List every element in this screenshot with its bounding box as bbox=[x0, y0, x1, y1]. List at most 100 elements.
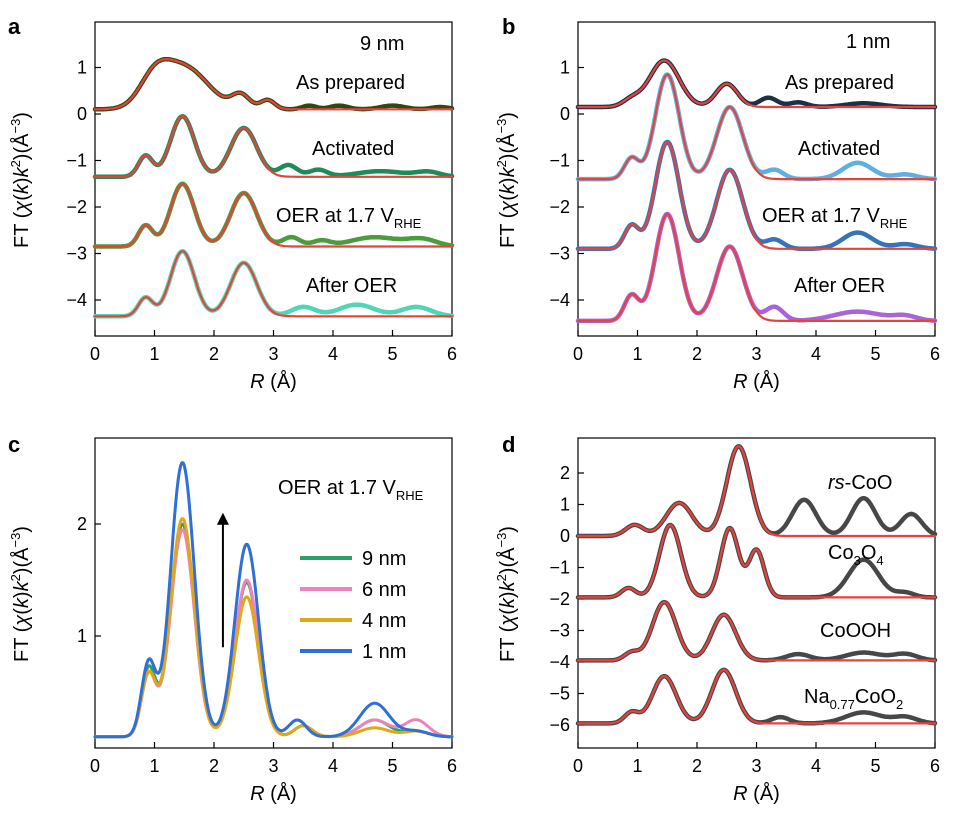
panel-d-label-co3o4: Co3O4 bbox=[828, 542, 884, 568]
panel-a-fit-3 bbox=[93, 250, 454, 318]
panel-d-fit-2 bbox=[576, 601, 937, 662]
x-tick-label: 6 bbox=[447, 344, 457, 364]
y-axis-title: FT (χ(k)k2)(Å−3) bbox=[494, 112, 519, 248]
panel-d-fit-3 bbox=[576, 668, 937, 725]
y-tick-label: −3 bbox=[549, 621, 570, 641]
y-tick-label: 2 bbox=[560, 463, 570, 483]
x-tick-label: 1 bbox=[149, 344, 159, 364]
y-tick-label: 1 bbox=[560, 58, 570, 78]
x-tick-label: 0 bbox=[573, 756, 583, 776]
y-tick-label: 1 bbox=[560, 495, 570, 515]
x-tick-label: 6 bbox=[930, 756, 940, 776]
legend-label: 9 nm bbox=[362, 548, 406, 570]
panel-b-fit-3 bbox=[576, 212, 937, 322]
x-tick-label: 2 bbox=[692, 756, 702, 776]
x-tick-label: 3 bbox=[751, 344, 761, 364]
y-tick-label: −1 bbox=[549, 151, 570, 171]
panel-a-label-oer-main: OER at 1.7 V bbox=[276, 205, 394, 227]
panel-b-title: 1 nm bbox=[846, 31, 890, 53]
x-tick-label: 3 bbox=[751, 756, 761, 776]
y-tick-label: −4 bbox=[66, 290, 87, 310]
y-axis-title: FT (χ(k)k2)(Å−3) bbox=[8, 112, 33, 248]
x-tick-label: 0 bbox=[90, 344, 100, 364]
legend-label: 6 nm bbox=[362, 579, 406, 601]
y-tick-label: 2 bbox=[77, 514, 87, 534]
x-tick-label: 1 bbox=[149, 756, 159, 776]
y-tick-label: −4 bbox=[549, 290, 570, 310]
panel-b-label-after-oer: After OER bbox=[794, 275, 885, 297]
y-tick-label: 1 bbox=[77, 58, 87, 78]
panel-a-chart: 0 1 2 3 4 5 6 1 0 −1 −2 −3 −4 R (Å) FT (χ(k)k2)(Å−3) bbox=[8, 21, 457, 393]
panel-b-fit-2 bbox=[576, 140, 937, 250]
y-tick-label: 0 bbox=[77, 104, 87, 124]
y-tick-label: −3 bbox=[66, 244, 87, 264]
y-tick-label: 0 bbox=[560, 526, 570, 546]
y-tick-label: −2 bbox=[66, 197, 87, 217]
panel-c-annotation-sub: RHE bbox=[396, 488, 424, 503]
panel-a-series-1 bbox=[92, 114, 455, 180]
na-077: 0.77 bbox=[830, 697, 855, 712]
panel-b-letter: b bbox=[502, 14, 515, 39]
panel-b-chart: 0 1 2 3 4 5 6 1 0 −1 −2 −3 −4 R (Å) FT (χ(k)k2)(Å−3) bbox=[494, 21, 940, 393]
panel-c-series-2 bbox=[93, 517, 454, 739]
panel-a-label-oer: OER at 1.7 VRHE bbox=[276, 205, 422, 231]
na-coo: CoO bbox=[855, 686, 896, 708]
panel-b-label-as-prepared: As prepared bbox=[785, 72, 894, 94]
panel-d-chart: 0 1 2 3 4 5 6 2 1 0 −1 −2 −3 −4 −5 −6 R (Å) FT (χ(k)k2)(Å… bbox=[494, 437, 940, 805]
panel-a-label-oer-sub: RHE bbox=[394, 216, 422, 231]
x-tick-label: 3 bbox=[268, 756, 278, 776]
x-tick-label: 2 bbox=[209, 756, 219, 776]
panel-a-fit-1 bbox=[93, 115, 454, 178]
panel-b-fit-1 bbox=[576, 73, 937, 181]
y-axis-title: FT (χ(k)k2)(Å−3) bbox=[494, 526, 519, 662]
x-tick-label: 4 bbox=[811, 344, 821, 364]
y-tick-label: −2 bbox=[549, 589, 570, 609]
y-tick-label: −2 bbox=[549, 197, 570, 217]
x-tick-label: 0 bbox=[90, 756, 100, 776]
x-tick-label: 6 bbox=[930, 344, 940, 364]
x-tick-label: 5 bbox=[870, 344, 880, 364]
legend-label: 1 nm bbox=[362, 641, 406, 663]
panel-c-letter: c bbox=[8, 432, 20, 457]
co3o4-co: Co bbox=[828, 542, 854, 564]
panel-a-title: 9 nm bbox=[360, 33, 404, 55]
panel-d-label-coooh: CoOOH bbox=[820, 620, 891, 642]
panel-d-letter: d bbox=[502, 432, 515, 457]
x-tick-label: 2 bbox=[692, 344, 702, 364]
trend-arrow-head bbox=[216, 512, 229, 525]
na-2: 2 bbox=[896, 697, 903, 712]
y-tick-label: −5 bbox=[549, 684, 570, 704]
x-tick-label: 4 bbox=[811, 756, 821, 776]
panel-a-fit-2 bbox=[93, 182, 454, 248]
panel-b-label-oer-sub: RHE bbox=[880, 216, 908, 231]
y-axis-title: FT (χ(k)k2)(Å−3) bbox=[8, 526, 33, 662]
x-tick-label: 5 bbox=[870, 756, 880, 776]
y-tick-label: 1 bbox=[77, 626, 87, 646]
x-tick-label: 1 bbox=[632, 344, 642, 364]
panel-c-series-3 bbox=[93, 461, 454, 739]
panel-d-label-rs-coo: rs-CoO bbox=[828, 472, 892, 494]
panel-b-label-oer: OER at 1.7 VRHE bbox=[762, 205, 908, 231]
panel-b-label-activated: Activated bbox=[798, 138, 880, 160]
panel-d-label-na-coo2: Na0.77CoO2 bbox=[804, 686, 903, 712]
co3o4-3: 3 bbox=[854, 553, 861, 568]
x-tick-label: 1 bbox=[632, 756, 642, 776]
x-axis-title: R (Å) bbox=[250, 370, 297, 393]
x-tick-label: 4 bbox=[328, 756, 338, 776]
y-tick-label: −4 bbox=[549, 652, 570, 672]
panel-c-annotation: OER at 1.7 VRHE bbox=[278, 477, 424, 503]
co3o4-o: O bbox=[861, 542, 877, 564]
panel-a-fit-0 bbox=[93, 58, 454, 111]
y-tick-label: −6 bbox=[549, 715, 570, 735]
panel-d-fit-0 bbox=[576, 445, 937, 538]
y-tick-label: 0 bbox=[560, 104, 570, 124]
panel-a-label-after-oer: After OER bbox=[306, 275, 397, 297]
x-tick-label: 5 bbox=[387, 344, 397, 364]
panel-a-label-activated: Activated bbox=[312, 138, 394, 160]
y-tick-label: −1 bbox=[549, 558, 570, 578]
panel-c-chart: 0 1 2 3 4 5 6 2 1 R (Å) FT (χ(k)k2)(Å−3) bbox=[8, 437, 457, 805]
x-axis-title: R (Å) bbox=[733, 782, 780, 805]
x-tick-label: 5 bbox=[387, 756, 397, 776]
x-tick-label: 6 bbox=[447, 756, 457, 776]
